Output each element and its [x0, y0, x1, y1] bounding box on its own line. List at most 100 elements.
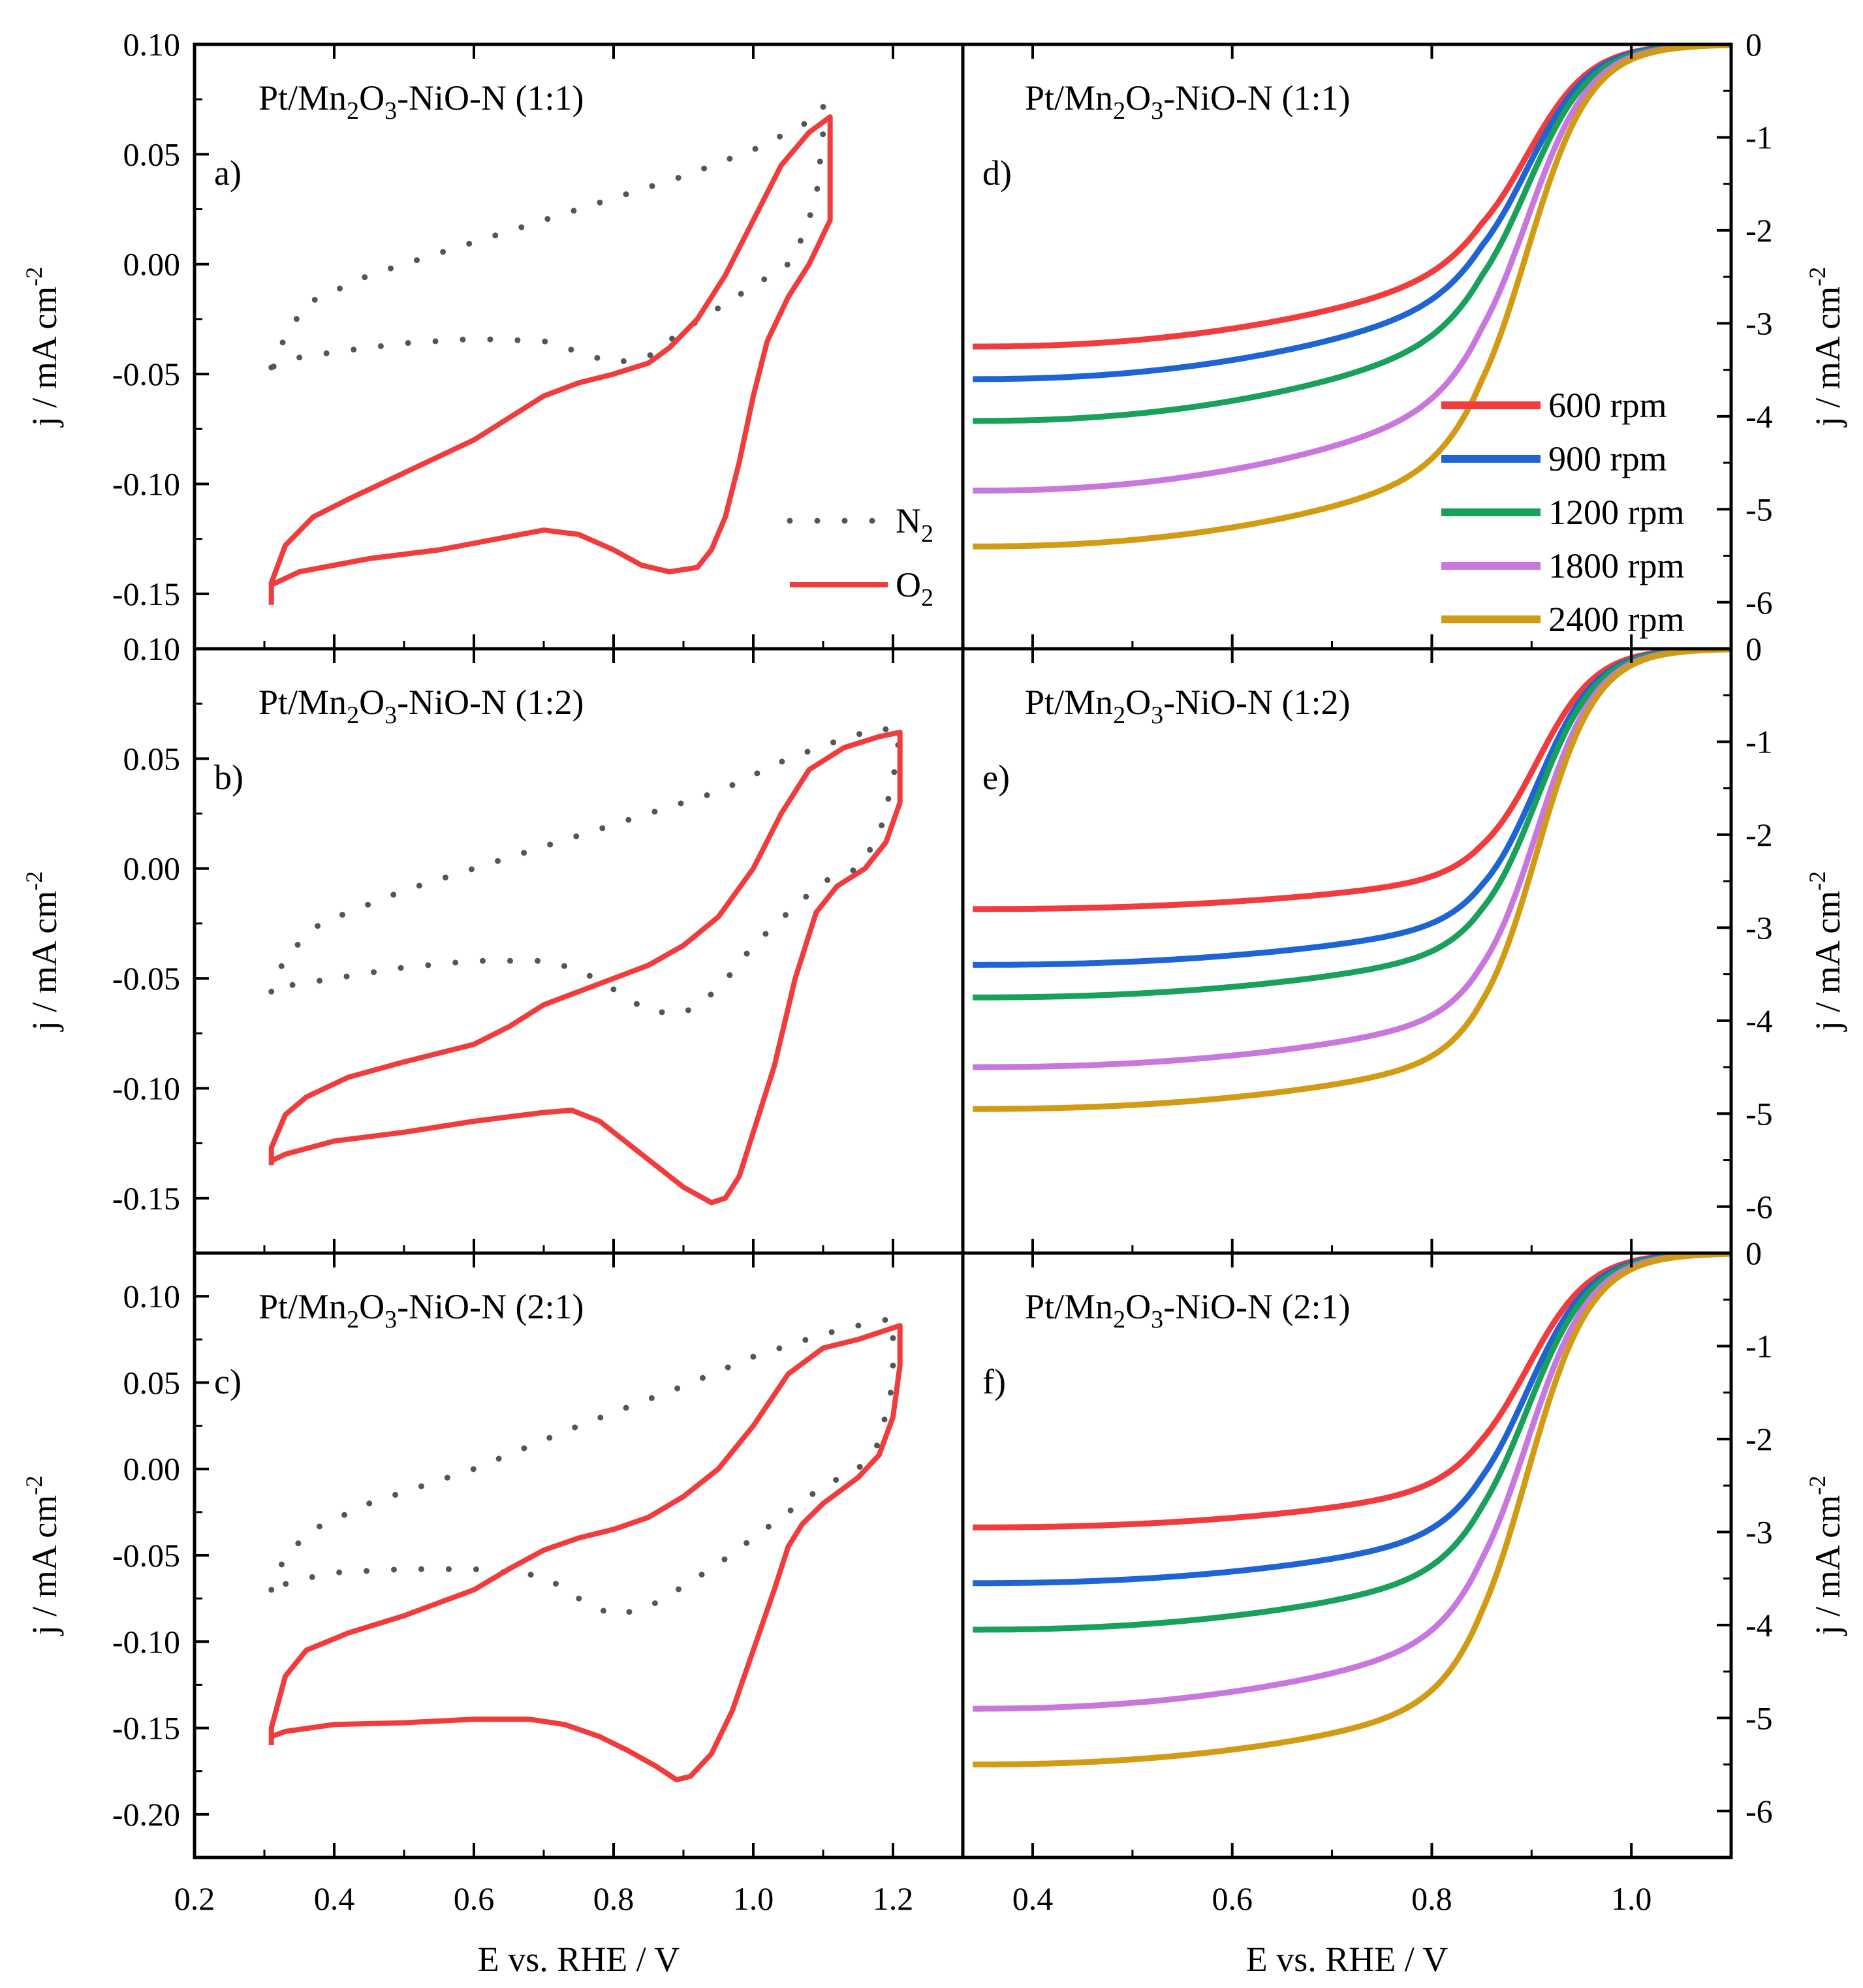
y-tick-label: -1: [1746, 1328, 1773, 1364]
y-tick-label: -3: [1746, 305, 1773, 341]
y-tick-label: -0.20: [112, 1796, 180, 1833]
curves-e: [973, 649, 1731, 1112]
series-N2-b: [268, 724, 903, 1017]
y-tick-label: 0.05: [123, 136, 181, 172]
title-part: -NiO-N (2:1): [1163, 1287, 1350, 1326]
title-part: O: [1125, 78, 1151, 117]
x-tick-label-cv: 0.6: [454, 1880, 495, 1917]
legend-label-900-rpm: 900 rpm: [1548, 439, 1667, 478]
axis-title-main: j / mA cm: [25, 891, 64, 1033]
legend-label-600-rpm: 600 rpm: [1548, 386, 1667, 425]
series-1200-rpm-f: [973, 1253, 1731, 1633]
y-tick-label: -5: [1746, 1095, 1773, 1132]
x-tick-label-lsv: 0.4: [1012, 1880, 1054, 1917]
panel-c: Pt/Mn2O3-NiO-N (2:1) c) j / mA cm-2: [21, 1287, 903, 1782]
y-tick-label: -0.05: [112, 960, 180, 997]
legend-label-N2: N2: [896, 501, 933, 548]
axis-title-main: j / mA cm: [1808, 287, 1847, 428]
y-tick-label: 0.10: [123, 26, 181, 63]
title-subscript: 2: [347, 702, 359, 729]
panel-e: Pt/Mn2O3-NiO-N (1:2)e)j / mA cm-2: [973, 649, 1847, 1112]
x-tick-label-cv: 1.0: [733, 1880, 774, 1917]
title-part: -NiO-N (1:1): [1163, 78, 1350, 117]
y-tick-label: -0.15: [112, 576, 180, 612]
panel-title-b: Pt/Mn2O3-NiO-N (1:2): [258, 683, 584, 729]
y-tick-label: -3: [1746, 1514, 1773, 1550]
y-tick-label: -0.10: [112, 1623, 180, 1660]
y-tick-label: -2: [1746, 816, 1773, 853]
y-tick-label: -5: [1746, 1700, 1773, 1736]
y-tick-label: -4: [1746, 1002, 1773, 1039]
curves-b: [268, 724, 903, 1205]
x-axis-title-right: E vs. RHE / V: [1246, 1940, 1448, 1979]
x-tick-label-cv: 1.2: [873, 1880, 914, 1917]
title-subscript: 3: [384, 1306, 397, 1333]
y-axis-title-right: j / mA cm-2: [1804, 267, 1847, 428]
series-O2-a: [268, 114, 833, 605]
title-part: Pt/Mn: [1025, 1287, 1113, 1326]
y-tick-label: 0.00: [123, 246, 181, 283]
panel-frame: [193, 647, 965, 1255]
legend-main: O: [896, 565, 921, 604]
y-axis-title-right: j / mA cm-2: [1804, 1476, 1847, 1637]
ticks-f: 0 -1 -2 -3 -4 -5 -6: [1031, 1235, 1773, 1857]
panel-title-f: Pt/Mn2O3-NiO-N (2:1): [1025, 1287, 1351, 1333]
ticks-d: 0 -1 -2 -3 -4 -5 -6: [1031, 26, 1773, 649]
title-subscript: 3: [1151, 97, 1163, 125]
series-2400-rpm-d: [973, 44, 1731, 550]
y-tick-label: -2: [1746, 212, 1773, 249]
series-1800-rpm-d: [973, 44, 1731, 494]
title-subscript: 2: [347, 97, 359, 125]
y-tick-label: -0.05: [112, 356, 180, 392]
title-part: O: [359, 78, 384, 117]
panel-frame: [961, 647, 1733, 1255]
x-axis-title-left: E vs. RHE / V: [478, 1940, 680, 1979]
title-subscript: 2: [1113, 702, 1125, 729]
series-600-rpm-f: [973, 1253, 1731, 1530]
panel-letter-c: c): [214, 1362, 242, 1401]
legend-main: N: [896, 501, 921, 540]
title-part: -NiO-N (1:2): [397, 683, 584, 722]
panel-letter-f: f): [982, 1362, 1006, 1401]
curves-c: [268, 1315, 903, 1782]
y-tick-label: -0.10: [112, 465, 180, 502]
plot-layer: Pt/Mn2O3-NiO-N (1:1)a)j / mA cm-2N2O2Pt/…: [21, 44, 1847, 1782]
ticks-b: -0.15 -0.10 -0.05 0.00 0.05 0.10: [112, 630, 964, 1253]
legend-label-O2: O2: [896, 565, 933, 612]
panel-b: Pt/Mn2O3-NiO-N (1:2) b) j / mA cm-2: [21, 683, 903, 1205]
axis-title-sup: -2: [1804, 871, 1830, 891]
axis-title-sup: -2: [21, 871, 47, 891]
ticks-c: -0.20 -0.15 -0.10 -0.05 0.00 0.05 0.10: [112, 1253, 964, 1857]
title-subscript: 2: [347, 1306, 359, 1333]
y-tick-label: -1: [1746, 119, 1773, 155]
axis-title-main: j / mA cm: [1808, 891, 1847, 1033]
panel-letter-b: b): [214, 758, 243, 797]
title-part: O: [1125, 683, 1151, 722]
title-part: -NiO-N (1:1): [397, 78, 584, 117]
title-part: Pt/Mn: [1025, 78, 1113, 117]
legend-label-1200-rpm: 1200 rpm: [1548, 493, 1685, 532]
y-tick-label: -0.15: [112, 1180, 180, 1217]
y-tick-label: -0.15: [112, 1710, 180, 1747]
title-part: Pt/Mn: [258, 683, 347, 722]
x-tick-label-cv: 0.2: [174, 1880, 215, 1917]
y-tick-label: -1: [1746, 723, 1773, 760]
ticks-a: -0.15 -0.10 -0.05 0.00 0.05 0.10: [112, 26, 964, 649]
axis-title-main: j / mA cm: [1808, 1495, 1847, 1637]
x-tick-label-lsv: 1.0: [1611, 1880, 1652, 1917]
series-O2-c: [268, 1323, 903, 1782]
series-2400-rpm-e: [973, 649, 1731, 1112]
curves-a: [268, 98, 833, 605]
title-part: O: [359, 1287, 384, 1326]
y-tick-label: 0.10: [123, 630, 181, 667]
title-part: Pt/Mn: [1025, 683, 1113, 722]
series-1200-rpm-e: [973, 649, 1731, 1001]
y-tick-label: -5: [1746, 491, 1773, 527]
lsv-legend: 600 rpm 900 rpm 1200 rpm 1800 rpm 2400 rpm: [1441, 386, 1685, 639]
title-part: Pt/Mn: [258, 78, 347, 117]
title-subscript: 3: [384, 702, 397, 729]
y-tick-label: 0.05: [123, 740, 181, 777]
